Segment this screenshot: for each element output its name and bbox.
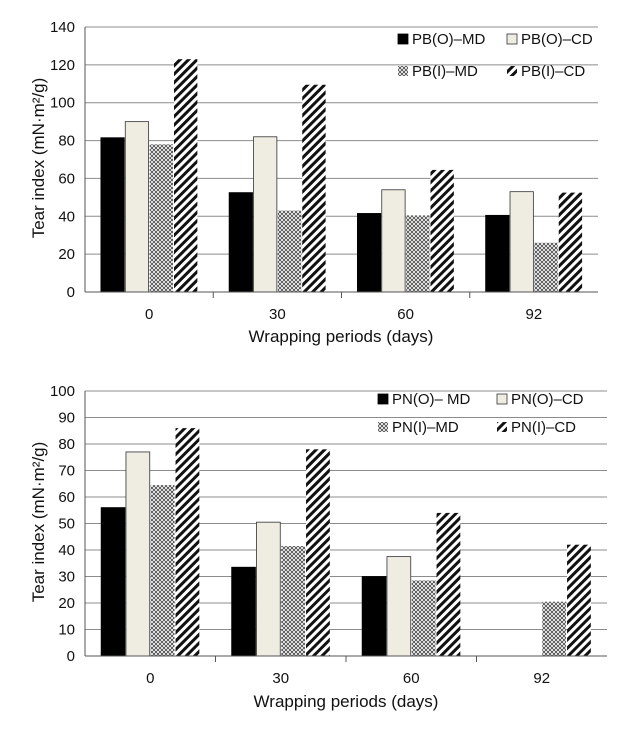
- bar: [430, 169, 454, 292]
- x-tick-label: 30: [272, 670, 289, 687]
- bar: [125, 451, 151, 657]
- grid-lines: [85, 390, 607, 630]
- y-tick-label: 60: [58, 489, 75, 506]
- axes: [84, 27, 598, 298]
- legend-swatch: [378, 422, 388, 432]
- bar: [231, 566, 256, 657]
- bar: [567, 544, 591, 656]
- x-axis-title: Wrapping periods (days): [254, 692, 439, 711]
- legend-label: PN(O)–CD: [511, 391, 584, 408]
- bar: [411, 580, 436, 656]
- y-tick-label: 40: [58, 208, 75, 225]
- y-tick-label: 90: [58, 410, 75, 427]
- bar: [173, 59, 198, 292]
- legend-swatch: [398, 66, 408, 76]
- bar: [277, 210, 302, 292]
- legend: PB(O)–MD PB(O)–CD PB(I)–MD PB(I)–CD: [397, 31, 593, 80]
- y-tick-label: 50: [58, 516, 75, 533]
- bar: [485, 214, 510, 293]
- bar: [100, 507, 126, 657]
- y-tick-label: 30: [58, 569, 75, 586]
- bar: [436, 512, 461, 656]
- legend-label: PB(I)–MD: [412, 63, 478, 80]
- legend-swatch: [377, 393, 389, 405]
- y-tick-label: 60: [58, 170, 75, 187]
- bar: [175, 428, 200, 656]
- bar: [558, 192, 583, 292]
- y-tick-label: 140: [50, 19, 75, 36]
- bar: [381, 189, 406, 293]
- x-tick-label: 0: [146, 670, 154, 687]
- y-axis-title: Tear index (mN·m²/g): [29, 442, 48, 603]
- x-tick-label: 30: [269, 306, 286, 323]
- y-tick-label: 0: [67, 648, 75, 665]
- y-tick-labels: 0 10 20 30 40 50 60 70 80 90 100: [50, 383, 75, 665]
- y-tick-labels: 0 20 40 60 80 100 120 140: [50, 19, 75, 301]
- y-tick-label: 20: [58, 246, 75, 263]
- bar: [361, 576, 387, 657]
- bar: [124, 121, 150, 293]
- bar: [150, 485, 175, 656]
- y-tick-label: 100: [50, 383, 75, 400]
- axes: [84, 391, 607, 662]
- bar: [256, 521, 281, 657]
- bars: [100, 428, 591, 657]
- legend-swatch: [506, 33, 518, 45]
- legend-label: PB(I)–CD: [521, 63, 585, 80]
- legend-swatch: [497, 422, 507, 432]
- chart-bottom: 0 10 20 30 40 50 60 70 80 90 100 0 30 60 92 Wrapping …: [29, 383, 607, 711]
- x-tick-label: 60: [397, 306, 414, 323]
- y-tick-label: 70: [58, 463, 75, 480]
- legend: PN(O)– MD PN(O)–CD PN(I)–MD PN(I)–CD: [377, 391, 584, 436]
- bar: [281, 546, 306, 656]
- legend-label: PN(I)–CD: [511, 419, 576, 436]
- bar: [534, 242, 558, 292]
- x-tick-label: 92: [526, 306, 543, 323]
- bar: [306, 449, 330, 656]
- x-tick-labels: 0 30 60 92: [146, 670, 550, 687]
- legend-label: PN(O)– MD: [392, 391, 471, 408]
- y-tick-label: 100: [50, 95, 75, 112]
- bar: [149, 144, 173, 292]
- bar: [406, 215, 430, 292]
- x-tick-label: 92: [533, 670, 550, 687]
- x-tick-labels: 0 30 60 92: [145, 306, 542, 323]
- x-tick-label: 0: [145, 306, 153, 323]
- bar: [509, 191, 534, 293]
- legend-swatch: [496, 393, 508, 405]
- y-axis-title: Tear index (mN·m²/g): [29, 78, 48, 239]
- bar: [228, 192, 253, 293]
- x-axis-title: Wrapping periods (days): [249, 327, 434, 346]
- bar: [253, 136, 278, 293]
- y-tick-label: 120: [50, 57, 75, 74]
- bar: [386, 556, 412, 657]
- bar: [100, 137, 125, 293]
- y-tick-label: 20: [58, 595, 75, 612]
- x-tick-label: 60: [403, 670, 420, 687]
- y-tick-label: 40: [58, 542, 75, 559]
- y-tick-label: 80: [58, 133, 75, 150]
- y-tick-label: 80: [58, 436, 75, 453]
- y-tick-label: 10: [58, 622, 75, 639]
- bars: [100, 59, 583, 293]
- legend-label: PB(O)–MD: [412, 31, 486, 48]
- bar: [302, 84, 326, 292]
- bar: [542, 601, 567, 656]
- legend-label: PN(I)–MD: [392, 419, 459, 436]
- legend-label: PB(O)–CD: [521, 31, 593, 48]
- bar: [356, 213, 382, 293]
- y-tick-label: 0: [67, 284, 75, 301]
- chart-top: 0 20 40 60 80 100 120 140 0 30 60 92 Wrapping peri…: [29, 19, 598, 346]
- legend-swatch: [397, 33, 409, 45]
- legend-swatch: [507, 66, 517, 76]
